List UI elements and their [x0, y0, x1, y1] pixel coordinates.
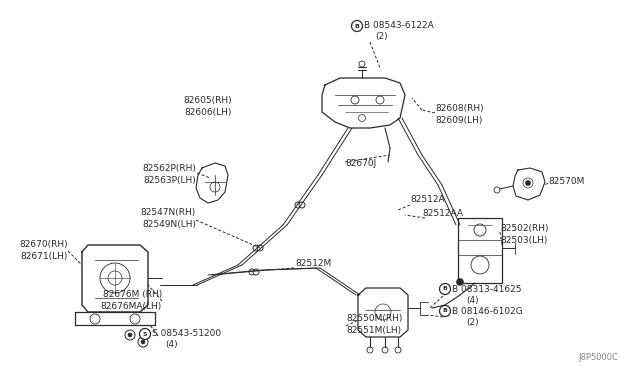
Circle shape [440, 283, 451, 295]
Text: (4): (4) [466, 295, 479, 305]
Text: 82670(RH): 82670(RH) [19, 240, 68, 248]
Text: J8P5000C: J8P5000C [578, 353, 618, 362]
Text: B: B [355, 23, 360, 29]
Text: 82563P(LH): 82563P(LH) [143, 176, 196, 185]
Text: 82671(LH): 82671(LH) [20, 251, 68, 260]
Circle shape [295, 202, 301, 208]
Text: 82512AA: 82512AA [422, 209, 463, 218]
Circle shape [440, 305, 451, 317]
Text: 82503(LH): 82503(LH) [500, 235, 547, 244]
Circle shape [253, 245, 259, 251]
Circle shape [253, 269, 259, 275]
Circle shape [351, 20, 362, 32]
Circle shape [525, 180, 531, 186]
Text: 82549N(LH): 82549N(LH) [142, 221, 196, 230]
Text: B: B [443, 286, 447, 292]
Text: (2): (2) [375, 32, 388, 42]
Text: 82670J: 82670J [345, 158, 376, 167]
Text: 82550M(RH): 82550M(RH) [346, 314, 403, 324]
Circle shape [128, 333, 132, 337]
Text: 82562P(RH): 82562P(RH) [142, 164, 196, 173]
Text: 82512A: 82512A [410, 196, 445, 205]
Text: 82609(LH): 82609(LH) [435, 115, 483, 125]
Text: 82551M(LH): 82551M(LH) [346, 327, 401, 336]
Circle shape [456, 279, 463, 285]
Text: B 08146-6102G: B 08146-6102G [452, 307, 523, 315]
Text: 82512M: 82512M [295, 259, 332, 267]
Text: 82547N(RH): 82547N(RH) [141, 208, 196, 218]
Text: 82502(RH): 82502(RH) [500, 224, 548, 232]
Circle shape [257, 245, 263, 251]
Text: B: B [443, 308, 447, 314]
Circle shape [249, 269, 255, 275]
Text: S 08543-51200: S 08543-51200 [152, 330, 221, 339]
Circle shape [299, 202, 305, 208]
Text: 82570M: 82570M [548, 176, 584, 186]
Circle shape [141, 340, 145, 344]
Text: (2): (2) [466, 317, 479, 327]
Text: S: S [143, 331, 147, 337]
Text: 82606(LH): 82606(LH) [184, 108, 232, 116]
Text: B 08313-41625: B 08313-41625 [452, 285, 522, 294]
Text: 82676M (RH): 82676M (RH) [103, 289, 162, 298]
Text: 82608(RH): 82608(RH) [435, 103, 484, 112]
Circle shape [140, 328, 150, 340]
Text: 82676MA(LH): 82676MA(LH) [100, 301, 162, 311]
Text: (4): (4) [165, 340, 178, 350]
Text: 82605(RH): 82605(RH) [184, 96, 232, 105]
Text: B 08543-6122A: B 08543-6122A [364, 22, 434, 31]
